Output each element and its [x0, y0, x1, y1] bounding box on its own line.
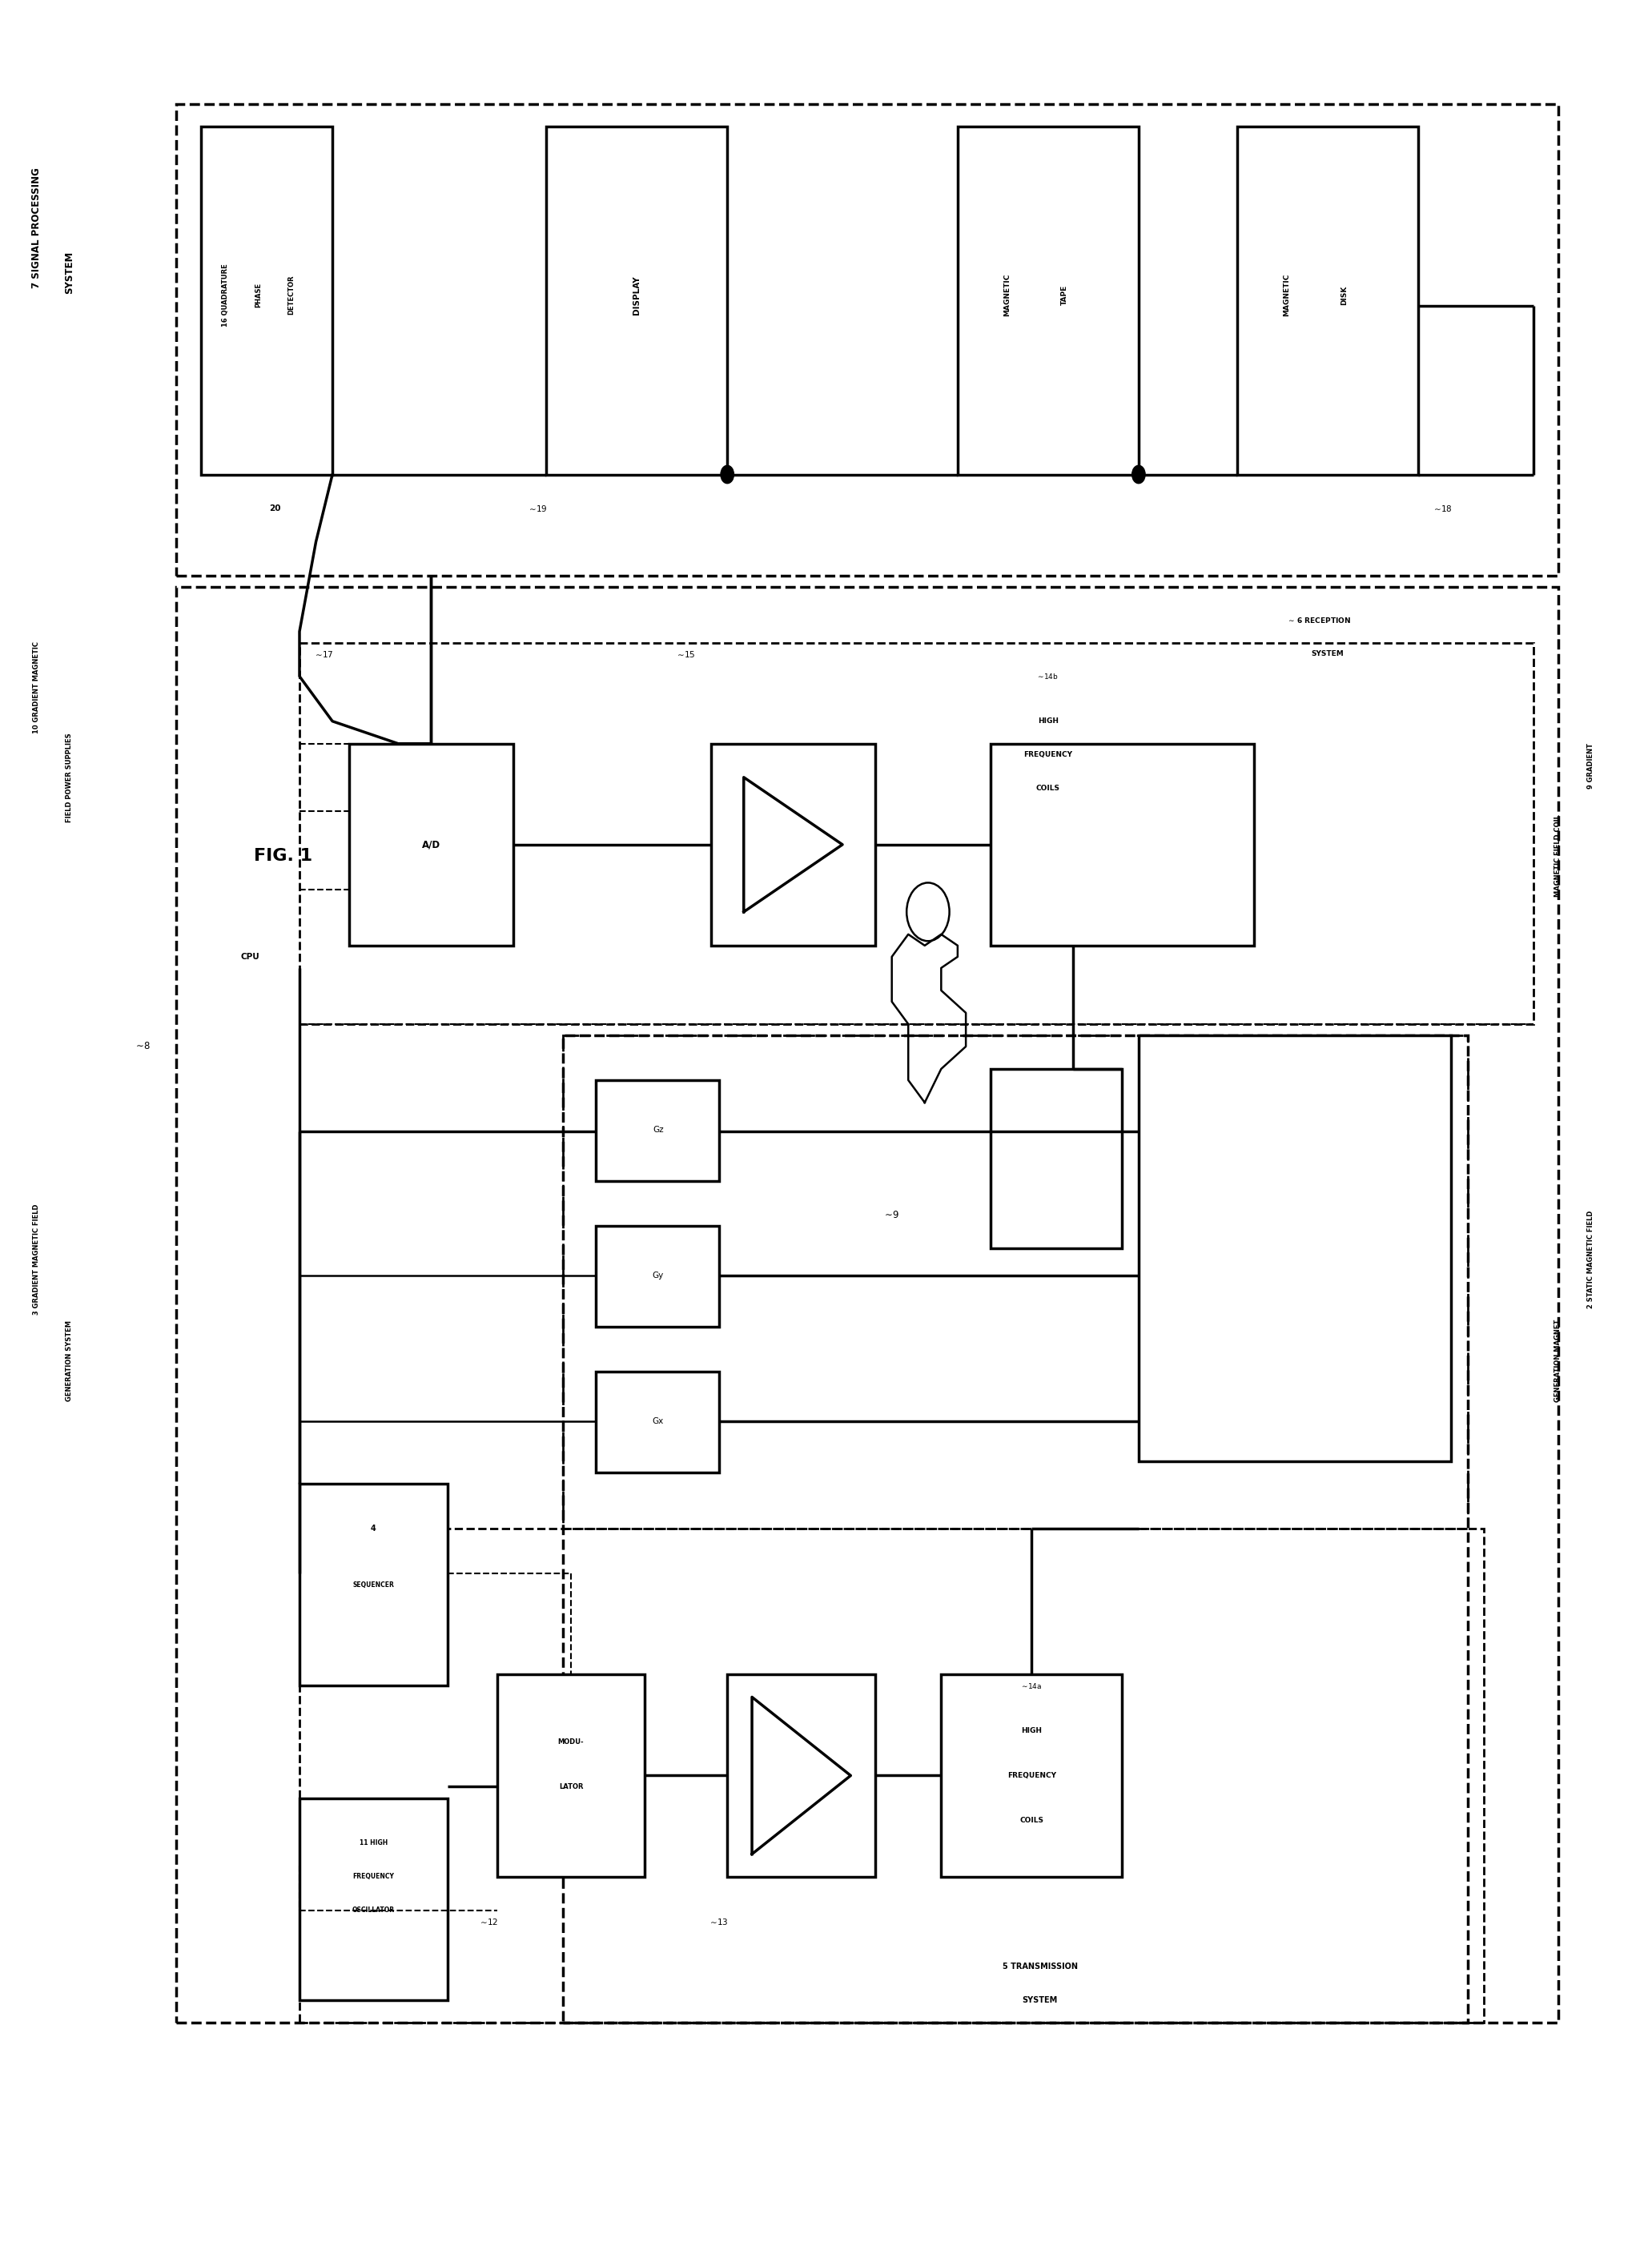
- Text: FREQUENCY: FREQUENCY: [354, 1872, 395, 1881]
- Text: OSCILLATOR: OSCILLATOR: [352, 1906, 395, 1915]
- Bar: [299, 1485, 448, 1685]
- Bar: [299, 644, 1533, 1024]
- Bar: [958, 126, 1138, 475]
- Text: 7 SIGNAL PROCESSING: 7 SIGNAL PROCESSING: [31, 166, 41, 288]
- Bar: [497, 1674, 644, 1876]
- Text: MAGNETIC: MAGNETIC: [1003, 274, 1011, 317]
- Circle shape: [1132, 466, 1145, 484]
- Text: MAGNETIC: MAGNETIC: [1284, 274, 1290, 317]
- Text: DISPLAY: DISPLAY: [633, 274, 641, 315]
- Text: 5 TRANSMISSION: 5 TRANSMISSION: [1003, 1962, 1077, 1971]
- Text: MAGNETIC FIELD COIL: MAGNETIC FIELD COIL: [1555, 814, 1561, 898]
- Text: SYSTEM: SYSTEM: [64, 252, 74, 295]
- Bar: [942, 1674, 1122, 1876]
- Text: $\!\sim\!$12: $\!\sim\!$12: [479, 1917, 499, 1926]
- Text: Gz: Gz: [653, 1125, 664, 1134]
- Bar: [596, 1080, 719, 1181]
- Text: PHASE: PHASE: [254, 284, 263, 308]
- Text: $\!\sim\!$14b: $\!\sim\!$14b: [1037, 673, 1059, 682]
- Text: GENERATION SYSTEM: GENERATION SYSTEM: [66, 1321, 73, 1402]
- Text: Gx: Gx: [653, 1418, 664, 1424]
- Text: 4: 4: [370, 1526, 377, 1532]
- Text: COILS: COILS: [1036, 785, 1061, 792]
- Text: $\!\sim\!$9: $\!\sim\!$9: [884, 1211, 899, 1220]
- Bar: [1237, 126, 1419, 475]
- Bar: [299, 1528, 1483, 2023]
- Bar: [710, 745, 876, 945]
- Bar: [727, 1674, 876, 1876]
- Bar: [202, 126, 332, 475]
- Text: HIGH: HIGH: [1021, 1728, 1042, 1735]
- Bar: [547, 126, 727, 475]
- Text: 3 GRADIENT MAGNETIC FIELD: 3 GRADIENT MAGNETIC FIELD: [33, 1204, 40, 1314]
- Bar: [991, 1069, 1122, 1249]
- Text: $\!\sim\!$19: $\!\sim\!$19: [529, 504, 547, 513]
- Text: 16 QUADRATURE: 16 QUADRATURE: [221, 263, 230, 326]
- Text: FREQUENCY: FREQUENCY: [1024, 752, 1072, 758]
- Text: A/D: A/D: [421, 839, 441, 850]
- Bar: [1138, 1035, 1450, 1462]
- Bar: [177, 103, 1558, 576]
- Text: SYSTEM: SYSTEM: [1312, 650, 1345, 657]
- Text: $\!\sim\!$14a: $\!\sim\!$14a: [1021, 1681, 1042, 1690]
- Text: 2 STATIC MAGNETIC FIELD: 2 STATIC MAGNETIC FIELD: [1588, 1211, 1594, 1310]
- Text: 9 GRADIENT: 9 GRADIENT: [1588, 742, 1594, 790]
- Text: SEQUENCER: SEQUENCER: [354, 1582, 395, 1588]
- Text: FREQUENCY: FREQUENCY: [1008, 1773, 1056, 1780]
- Text: FIG. 1: FIG. 1: [254, 848, 312, 864]
- Bar: [563, 1035, 1467, 1528]
- Text: $\!\sim\!$13: $\!\sim\!$13: [710, 1917, 729, 1926]
- Text: $\!\sim\!$18: $\!\sim\!$18: [1434, 504, 1452, 513]
- Text: $\!\sim\!$17: $\!\sim\!$17: [314, 648, 334, 659]
- Text: LATOR: LATOR: [558, 1784, 583, 1791]
- Text: 10 GRADIENT MAGNETIC: 10 GRADIENT MAGNETIC: [33, 641, 40, 734]
- Text: DETECTOR: DETECTOR: [287, 274, 294, 315]
- Bar: [596, 1372, 719, 1474]
- Bar: [991, 745, 1254, 945]
- Text: Gy: Gy: [653, 1271, 664, 1280]
- Text: HIGH: HIGH: [1037, 718, 1059, 724]
- Bar: [563, 1035, 1467, 2023]
- Bar: [596, 1226, 719, 1327]
- Text: COILS: COILS: [1019, 1816, 1044, 1825]
- Text: 20: 20: [269, 504, 281, 513]
- Bar: [349, 745, 514, 945]
- Bar: [177, 587, 1558, 2023]
- Bar: [299, 1798, 448, 2000]
- Circle shape: [720, 466, 733, 484]
- Text: DISK: DISK: [1341, 286, 1348, 304]
- Text: SYSTEM: SYSTEM: [1023, 1996, 1057, 2005]
- Text: $\!\sim\!$8: $\!\sim\!$8: [135, 1042, 150, 1051]
- Text: 11 HIGH: 11 HIGH: [360, 1838, 388, 1847]
- Text: FIELD POWER SUPPLIES: FIELD POWER SUPPLIES: [66, 734, 73, 821]
- Text: GENERATION MAGNET: GENERATION MAGNET: [1555, 1318, 1561, 1402]
- Text: $\!\sim\!$ 6 RECEPTION: $\!\sim\!$ 6 RECEPTION: [1289, 616, 1351, 626]
- Text: MODU-: MODU-: [558, 1739, 585, 1746]
- Text: TAPE: TAPE: [1061, 286, 1069, 306]
- Text: $\!\sim\!$15: $\!\sim\!$15: [677, 648, 695, 659]
- Text: CPU: CPU: [241, 952, 259, 961]
